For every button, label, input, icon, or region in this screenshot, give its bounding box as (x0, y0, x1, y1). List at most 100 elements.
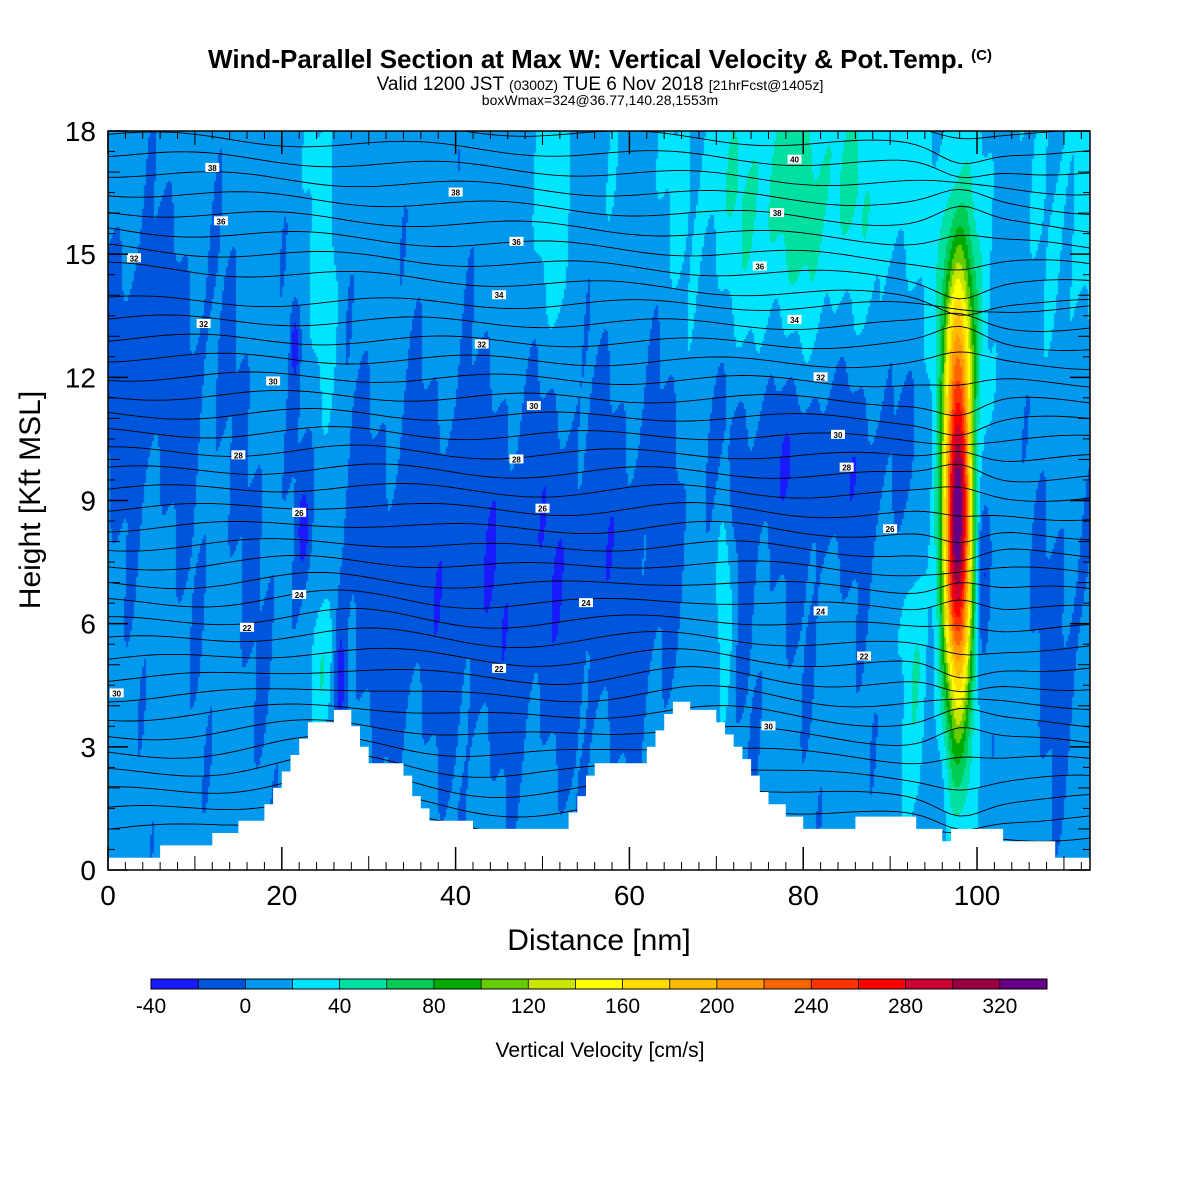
theta-label: 32 (816, 373, 825, 382)
colorbar-tick-label: 240 (794, 995, 829, 1018)
x-tick-label: 20 (266, 880, 297, 911)
theta-contour-line (108, 627, 1090, 656)
theta-label-bg (787, 154, 802, 164)
x-tick-label: 80 (788, 880, 819, 911)
colorbar-segment (198, 979, 246, 989)
forecast-info: [21hrFcst@1405z] (708, 77, 824, 93)
theta-label-bg (205, 162, 220, 172)
chart-title: Wind-Parallel Section at Max W: Vertical… (0, 44, 1200, 75)
theta-label: 22 (860, 653, 869, 662)
theta-contour-line (108, 171, 1090, 216)
theta-contour-line (108, 191, 1090, 233)
theta-contour-line (108, 554, 1090, 577)
theta-label: 36 (755, 262, 764, 271)
colorbar-label: Vertical Velocity [cm/s] (496, 1039, 705, 1062)
theta-label-bg (787, 314, 802, 324)
valid-prefix: Valid 1200 JST (376, 74, 504, 95)
colorbar-segment (716, 979, 765, 989)
theta-label-bg (813, 606, 828, 616)
colorbar-segment (245, 979, 293, 989)
theta-label-bg (813, 372, 828, 382)
theta-label-bg (509, 236, 524, 246)
valid-utc: (0300Z) (509, 77, 559, 93)
theta-label: 30 (269, 377, 278, 386)
theta-contour-line (108, 261, 1090, 316)
colorbar-segment (575, 979, 624, 989)
theta-contour-line (108, 571, 1090, 594)
theta-label-bg (578, 598, 593, 608)
colorbar-tick-label: 200 (699, 995, 734, 1018)
theta-label-bg (535, 503, 550, 513)
colorbar-tick-label: 320 (982, 995, 1017, 1018)
y-axis-label: Height [Kft MSL] (14, 391, 47, 609)
theta-label: 36 (512, 238, 521, 247)
theta-label-bg (752, 261, 767, 271)
theta-label: 28 (842, 464, 851, 473)
copyright-mark: (C) (971, 47, 992, 64)
theta-contour-line (108, 243, 1090, 300)
theta-label: 24 (816, 607, 825, 616)
theta-contour-line (108, 647, 1090, 679)
y-tick-label: 6 (80, 609, 96, 640)
colorbar-segment (999, 979, 1048, 989)
theta-label-bg (830, 429, 845, 439)
vertical-velocity-field (108, 131, 1090, 870)
theta-label: 24 (295, 591, 304, 600)
colorbar-tick-label: -40 (136, 995, 166, 1018)
theta-label: 30 (112, 689, 121, 698)
theta-label: 24 (582, 599, 591, 608)
valid-date: TUE 6 Nov 2018 (563, 74, 704, 95)
theta-contour-line (108, 719, 1090, 746)
theta-contour-line (108, 426, 1090, 446)
theta-label: 38 (773, 209, 782, 218)
theta-label-bg (292, 589, 307, 599)
theta-label-bg (770, 208, 785, 218)
theta-label-bg (839, 462, 854, 472)
theta-label-bg (492, 663, 507, 673)
theta-label: 34 (790, 316, 799, 325)
theta-label: 22 (495, 665, 504, 674)
theta-contour-line (108, 666, 1090, 693)
colorbar-segment (952, 979, 1001, 989)
x-tick-label: 0 (100, 880, 116, 911)
theta-label-bg (127, 253, 142, 263)
terrain-shape (108, 701, 1090, 870)
colorbar-segment (481, 979, 529, 989)
theta-label-bg (292, 507, 307, 517)
colorbar-tick-label: 0 (239, 995, 251, 1018)
theta-label-bg (213, 216, 228, 226)
theta-label-bg (196, 318, 211, 328)
box-wmax-info: boxWmax=324@36.77,140.28,1553m (481, 92, 719, 108)
y-tick-label: 15 (65, 239, 96, 270)
theta-label-bg (492, 290, 507, 300)
theta-label: 32 (199, 320, 208, 329)
colorbar-tick-label: 160 (605, 995, 640, 1018)
colorbar-segment (622, 979, 671, 989)
theta-label: 28 (512, 455, 521, 464)
colorbar-segment (339, 979, 388, 989)
theta-contour-line (108, 735, 1090, 765)
theta-contour-line (108, 351, 1090, 371)
y-tick-label: 18 (65, 116, 96, 147)
theta-contour-line (108, 325, 1090, 351)
x-tick-label: 100 (954, 880, 1001, 911)
theta-contour-line (108, 483, 1090, 502)
y-tick-label: 3 (80, 732, 96, 763)
colorbar-tick-label: 80 (422, 995, 445, 1018)
colorbar-segment (433, 979, 482, 989)
theta-label: 36 (217, 217, 226, 226)
theta-label-bg (448, 187, 463, 197)
theta-label: 34 (495, 291, 504, 300)
colorbar-segment (764, 979, 812, 989)
theta-contour-line (108, 389, 1090, 416)
theta-label-bg (109, 688, 124, 698)
theta-contour-line (108, 538, 1090, 562)
colorbar: -40 0 40 80 120 160 200 240 280 320 (136, 978, 1048, 1018)
theta-label: 30 (834, 431, 843, 440)
theta-label-bg (474, 339, 489, 349)
theta-label: 30 (529, 402, 538, 411)
theta-label: 26 (538, 505, 547, 514)
chart-title-text: Wind-Parallel Section at Max W: Vertical… (208, 44, 964, 74)
